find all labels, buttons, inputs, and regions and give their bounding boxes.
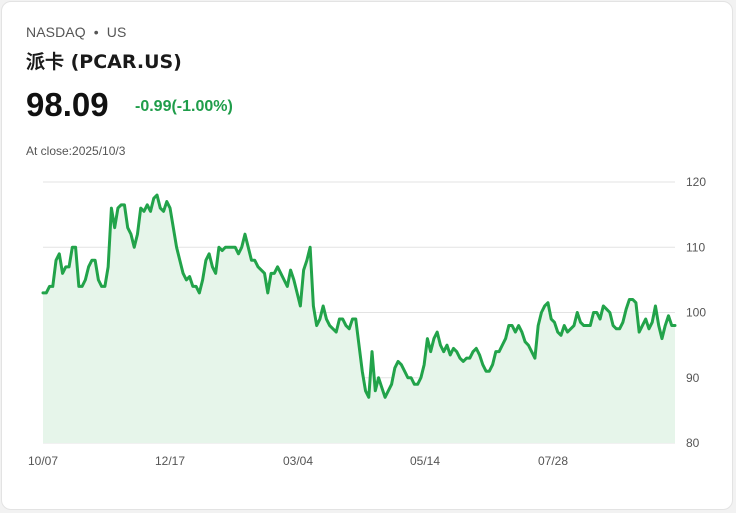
last-price: 98.09 (26, 86, 109, 123)
y-tick-label: 80 (686, 436, 700, 450)
stock-name: 派卡 (PCAR.US) (26, 51, 182, 73)
y-tick-label: 100 (686, 306, 706, 320)
close-time: At close:2025/10/3 (26, 144, 126, 158)
y-axis-labels: 80 90 100 110 120 (686, 175, 706, 450)
x-axis-labels: 10/07 12/17 03/04 05/14 07/28 (28, 454, 568, 468)
market-name: US (106, 24, 127, 40)
price-area (43, 195, 675, 443)
y-tick-label: 90 (686, 371, 700, 385)
x-tick-label: 03/04 (283, 454, 313, 468)
exchange-name: NASDAQ (26, 24, 86, 40)
y-tick-label: 110 (686, 240, 705, 254)
x-tick-label: 10/07 (28, 454, 58, 468)
price-line (41, 193, 677, 399)
y-tick-label: 120 (686, 175, 706, 189)
exchange-line: NASDAQ • US (26, 24, 126, 40)
price-change: -0.99(-1.00%) (135, 98, 233, 115)
separator-dot: • (93, 24, 99, 40)
x-tick-label: 07/28 (538, 454, 568, 468)
x-tick-label: 05/14 (410, 454, 440, 468)
x-tick-label: 12/17 (155, 454, 185, 468)
